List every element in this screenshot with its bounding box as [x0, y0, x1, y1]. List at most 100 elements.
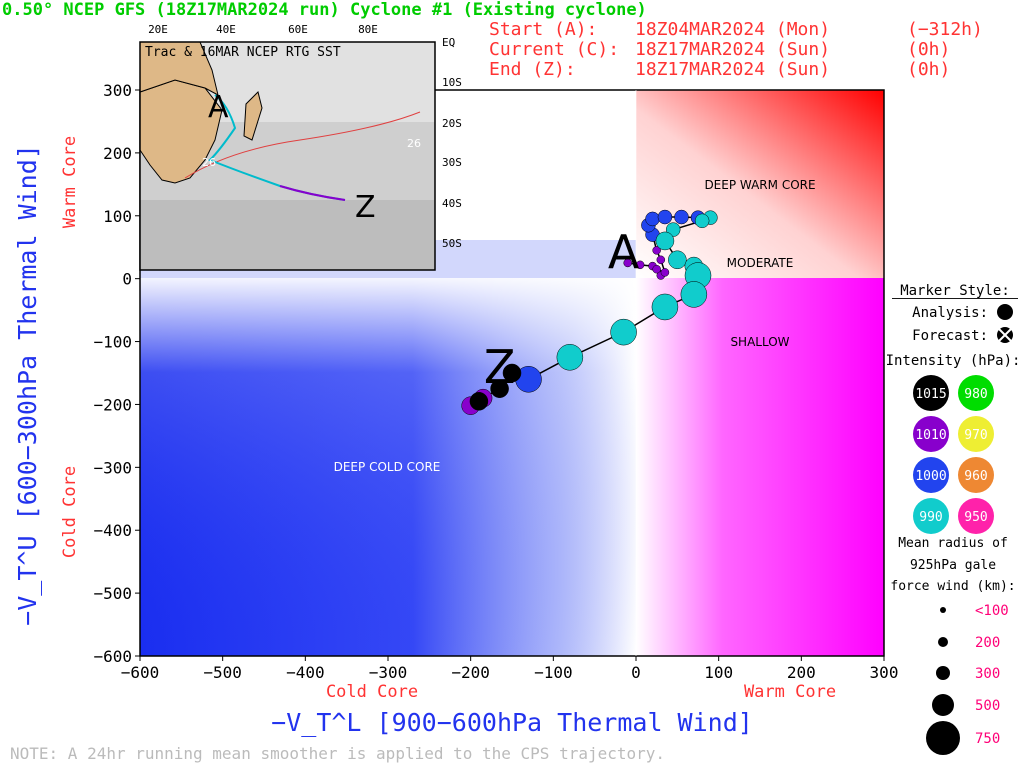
start-line: Start (A): 18Z04MAR2024 (Mon) (−312h) [489, 19, 983, 40]
end-marker: Z [484, 340, 516, 394]
inset-lon-label: 80E [358, 23, 378, 36]
inset-start-marker: A [208, 90, 229, 125]
end-line: End (Z): 18Z17MAR2024 (Sun) (0h) [489, 59, 950, 80]
legend-analysis-label: Analysis: [912, 305, 988, 321]
legend-forecast-marker [997, 327, 1013, 343]
intensity-swatch-label: 1000 [915, 469, 946, 484]
track-point [623, 258, 632, 268]
y-axis-title: −V_T^U [600−300hPa Thermal Wind] [13, 144, 42, 626]
x-tick-label: −400 [286, 663, 325, 682]
end-date: 18Z17MAR2024 (Sun) [635, 59, 831, 80]
inset-lat-label: EQ [442, 36, 455, 49]
inset-map: 26 26 A Z Trac & 16MAR NCEP RTG SST 20E 4… [139, 23, 462, 271]
inset-frame [139, 41, 436, 271]
legend-radius-title-2: 925hPa gale [910, 558, 996, 573]
y-tick-label: −100 [93, 333, 132, 352]
intensity-swatch-label: 970 [964, 428, 987, 443]
legend-intensity-swatches: 1015 980 1010 970 1000 960 990 950 [913, 375, 994, 534]
x-axis-title: −V_T^L [900−600hPa Thermal Wind] [271, 708, 753, 737]
intensity-swatch-label: 980 [964, 387, 987, 402]
track-point [657, 209, 673, 225]
quadrant-warm-deep [636, 90, 884, 278]
y-tick-label: −500 [93, 584, 132, 603]
track-point [610, 318, 637, 346]
x-warm-core-label: Warm Core [744, 682, 836, 702]
inset-title: Trac & 16MAR NCEP RTG SST [145, 45, 341, 60]
x-tick-label: −200 [451, 663, 490, 682]
legend-forecast-label: Forecast: [912, 328, 988, 344]
intensity-swatch [913, 498, 949, 534]
track-point [645, 211, 660, 227]
radius-swatch [936, 666, 950, 680]
radius-swatch [932, 694, 954, 716]
x-tick-label: −500 [203, 663, 242, 682]
axes: −600 −500 −400 −300 −200 −100 0 100 200 300 −600 −5… [93, 81, 898, 682]
radius-swatch-label: <100 [975, 603, 1009, 619]
quadrant-warm-shallow [636, 278, 884, 656]
end-label: End (Z): [489, 59, 576, 80]
inset-sst-label-west: 26 [202, 156, 216, 169]
x-tick-label: 300 [870, 663, 899, 682]
end-offset: (0h) [907, 59, 951, 80]
track-point [635, 260, 645, 270]
inset-lon-label: 40E [216, 23, 236, 36]
intensity-swatch-label: 950 [964, 510, 987, 525]
y-tick-label: 200 [103, 144, 132, 163]
y-tick-label: −400 [93, 521, 132, 540]
y-tick-label: 300 [103, 81, 132, 100]
track-point [660, 268, 670, 277]
track-point [502, 363, 522, 383]
y-tick-label: −200 [93, 395, 132, 414]
legend-intensity-title: Intensity (hPa): [886, 353, 1021, 369]
start-date: 18Z04MAR2024 (Mon) [635, 19, 831, 40]
intensity-swatch [913, 375, 949, 411]
inset-lat-label: 40S [442, 197, 462, 210]
inset-lat-label: 20S [442, 117, 462, 130]
intensity-swatch-label: 1010 [915, 428, 946, 443]
intensity-swatch-label: 990 [919, 510, 942, 525]
inset-lon-label: 60E [288, 23, 308, 36]
track-point [469, 392, 489, 411]
region-deep-warm-core: DEEP WARM CORE [704, 178, 815, 192]
quadrant-cold-shade [140, 278, 636, 656]
inset-sst-label-east: 26 [407, 137, 421, 150]
y-tick-label: 0 [122, 270, 132, 289]
start-marker: A [608, 225, 640, 279]
inset-lat-labels: EQ 10S 20S 30S 40S 50S [442, 36, 462, 250]
radius-swatch [938, 637, 948, 647]
intensity-swatch-label: 1015 [915, 387, 946, 402]
intensity-swatch [913, 457, 949, 493]
track-point [668, 250, 687, 270]
track-point [655, 231, 675, 251]
legend-radius-title-1: Mean radius of [898, 536, 1008, 551]
y-warm-core-label: Warm Core [60, 136, 80, 228]
page-title: 0.50° NCEP GFS (18Z17MAR2024 run) Cyclon… [2, 0, 647, 20]
track-point [556, 344, 584, 371]
radius-swatch-label: 500 [975, 698, 1000, 714]
inset-lat-label: 10S [442, 76, 462, 89]
track-point [680, 281, 708, 308]
current-line: Current (C): 18Z17MAR2024 (Sun) (0h) [489, 39, 950, 60]
intensity-swatch-label: 960 [964, 469, 987, 484]
region-moderate: MODERATE [727, 256, 794, 270]
legend-radius-sizes: <100 200 300 500 750 [926, 603, 1009, 755]
inset-madagascar [243, 91, 263, 141]
track-point [652, 264, 661, 274]
radius-swatch-label: 300 [975, 666, 1000, 682]
radius-swatch [940, 607, 946, 613]
intensity-swatch [958, 498, 994, 534]
region-shallow: SHALLOW [730, 335, 789, 349]
start-label: Start (A): [489, 19, 598, 40]
y-tick-label: −600 [93, 647, 132, 666]
inset-lat-label: 50S [442, 237, 462, 250]
x-tick-label: 0 [631, 663, 641, 682]
footnote: NOTE: A 24hr running mean smoother is ap… [10, 744, 666, 763]
radius-swatch-label: 750 [975, 731, 1000, 747]
region-deep-cold-core: DEEP COLD CORE [334, 460, 441, 474]
x-tick-label: 200 [787, 663, 816, 682]
y-cold-core-label: Cold Core [60, 466, 80, 558]
x-tick-label: −600 [121, 663, 160, 682]
plot-frame [139, 89, 885, 657]
track-point [694, 213, 710, 229]
